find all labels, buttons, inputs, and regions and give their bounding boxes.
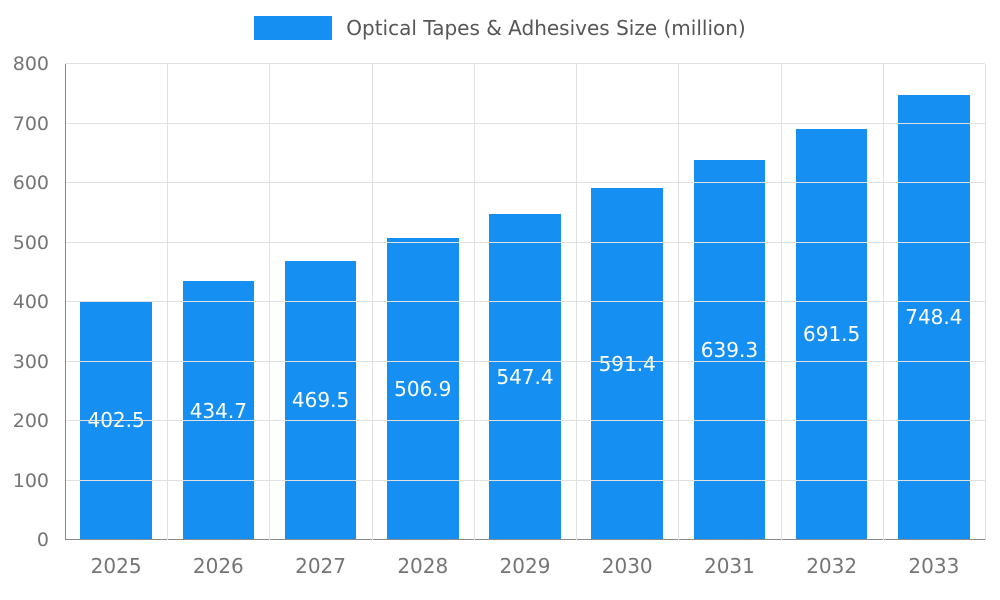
bar-slot: 748.4 <box>883 64 985 540</box>
y-tick-label: 300 <box>12 350 49 373</box>
bar-value-label: 748.4 <box>905 305 963 330</box>
bar-value-label: 506.9 <box>394 377 452 402</box>
y-axis-line <box>65 64 66 540</box>
y-axis-labels: 0 100 200 300 400 500 600 700 800 <box>0 53 55 551</box>
bar-slot: 506.9 <box>372 64 474 540</box>
chart-legend: Optical Tapes & Adhesives Size (million) <box>0 16 1000 40</box>
y-tick-label: 400 <box>12 291 49 313</box>
bar: 639.3 <box>693 159 766 540</box>
bar: 469.5 <box>284 260 357 540</box>
gridline-horizontal <box>65 301 985 302</box>
bar: 691.5 <box>795 128 868 540</box>
chart-title: Optical Tapes & Adhesives Size (million) <box>346 16 746 40</box>
gridline-horizontal <box>65 241 985 243</box>
plot-area: 402.5 434.7 469.5 506.9 547.4 591.4 639.3 691.5… <box>65 63 986 540</box>
gridline-vertical <box>473 64 475 540</box>
bar: 591.4 <box>591 188 663 540</box>
gridline-vertical <box>269 64 271 540</box>
bar: 506.9 <box>386 238 459 540</box>
y-tick-label: 600 <box>12 172 49 194</box>
y-tick-label: 200 <box>12 410 49 432</box>
gridline-vertical <box>882 64 884 540</box>
y-tick-label: 800 <box>12 53 49 75</box>
y-tick-label: 100 <box>12 469 49 492</box>
bar-value-label: 639.3 <box>700 337 759 362</box>
bar-value-label: 691.5 <box>803 322 861 347</box>
gridline-horizontal <box>65 63 985 64</box>
gridline-horizontal <box>65 182 985 183</box>
bar: 434.7 <box>182 281 255 540</box>
bar-value-label: 547.4 <box>496 365 554 390</box>
bar: 748.4 <box>898 94 970 540</box>
bar-value-label: 591.4 <box>598 352 656 377</box>
bar-slot: 402.5 <box>65 64 167 540</box>
legend-swatch <box>254 16 333 40</box>
gridline-horizontal <box>65 360 985 362</box>
x-tick-label: 2028 <box>397 554 449 578</box>
bar-slot: 591.4 <box>576 64 678 540</box>
x-tick-label: 2027 <box>295 554 346 578</box>
bar-slot: 434.7 <box>167 64 269 540</box>
x-tick-label: 2033 <box>908 554 960 578</box>
gridline-horizontal <box>65 122 985 124</box>
x-tick-label: 2025 <box>90 554 142 578</box>
bar-value-label: 469.5 <box>291 388 350 413</box>
y-tick-label: 500 <box>12 231 49 254</box>
gridline-vertical <box>678 64 680 540</box>
x-axis-line <box>65 539 985 540</box>
gridline-vertical <box>780 64 782 540</box>
bar-value-label: 434.7 <box>189 398 247 423</box>
bar-slot: 639.3 <box>678 64 780 540</box>
x-axis-labels: 2025 2026 2027 2028 2029 2030 2031 2032 2033 <box>65 548 985 584</box>
gridline-horizontal <box>65 479 985 481</box>
bar-slot: 691.5 <box>781 64 883 540</box>
bar-slot: 547.4 <box>474 64 576 540</box>
x-tick-label: 2030 <box>601 554 653 578</box>
gridline-vertical <box>576 64 578 540</box>
gridline-horizontal <box>65 420 985 421</box>
x-tick-label: 2031 <box>703 554 755 578</box>
bar-slot: 469.5 <box>269 64 371 540</box>
y-tick-label: 0 <box>36 529 49 551</box>
gridline-vertical <box>167 64 169 540</box>
x-tick-label: 2032 <box>806 554 858 578</box>
gridline-vertical <box>985 64 986 540</box>
bars-container: 402.5 434.7 469.5 506.9 547.4 591.4 639.3 691.5… <box>65 64 985 540</box>
gridline-vertical <box>371 64 373 540</box>
bar: 547.4 <box>489 214 561 540</box>
x-tick-label: 2029 <box>499 554 551 578</box>
y-tick-label: 700 <box>12 112 49 135</box>
x-tick-label: 2026 <box>192 554 244 578</box>
